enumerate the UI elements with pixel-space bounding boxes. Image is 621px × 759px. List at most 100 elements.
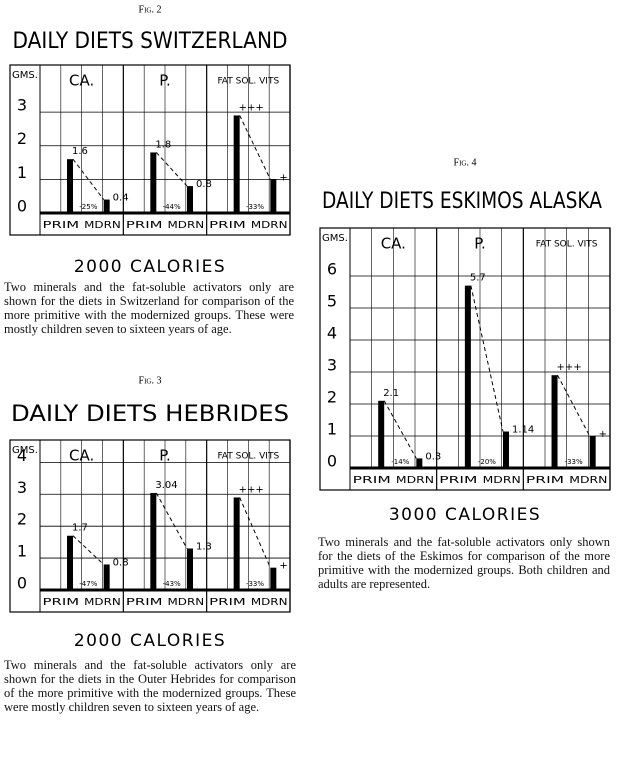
series-label: MDRN [168, 597, 205, 608]
bar [416, 458, 423, 468]
value-label: 0.3 [425, 451, 441, 462]
change-label: -43% [163, 580, 181, 588]
series-label: PRIM [126, 220, 163, 231]
y-tick-label: 0 [17, 574, 27, 593]
y-tick-label: 3 [17, 478, 27, 497]
category-label: P. [474, 235, 485, 253]
bar [503, 431, 509, 468]
trend-line [72, 535, 105, 565]
y-tick-label: 0 [327, 452, 337, 471]
y-axis-label: GMS. [12, 445, 38, 456]
chart-title: DAILY DIETS HEBRIDES [11, 402, 289, 427]
change-label: -33% [246, 580, 264, 588]
value-label: 2.1 [383, 388, 399, 399]
series-label: PRIM [439, 475, 477, 486]
category-label: P. [159, 72, 170, 90]
series-label: MDRN [483, 475, 521, 486]
change-label: -33% [246, 203, 264, 211]
category-label: CA. [69, 72, 94, 90]
chart-title: DAILY DIETS SWITZERLAND [13, 29, 288, 54]
series-label: MDRN [84, 220, 121, 231]
series-label: MDRN [569, 475, 607, 486]
value-label: 0.4 [113, 193, 129, 204]
figure-label: Fig. 3 [139, 375, 162, 386]
category-label: P. [159, 447, 170, 465]
value-label: 1.6 [72, 146, 88, 157]
chart-subtitle: 2000 CALORIES [74, 631, 226, 651]
value-label: 1.7 [72, 523, 88, 534]
bar [270, 179, 277, 213]
series-label: PRIM [126, 597, 163, 608]
change-label: -25% [79, 203, 97, 211]
change-label: -14% [391, 458, 409, 466]
category-label: CA. [69, 447, 94, 465]
value-label: 0.8 [196, 179, 212, 190]
series-label: MDRN [168, 220, 205, 231]
value-label: 0.8 [113, 557, 129, 568]
caption: Two minerals and the fat-soluble activat… [4, 658, 296, 714]
bar [187, 548, 193, 590]
y-tick-label: 4 [17, 446, 27, 465]
trend-line [155, 152, 188, 187]
y-tick-label: 3 [327, 356, 337, 375]
value-label: +++ [239, 484, 264, 495]
chart-title: DAILY DIETS ESKIMOS ALASKA [322, 189, 602, 214]
value-label: + [279, 561, 287, 572]
series-label: MDRN [251, 220, 288, 231]
y-tick-label: 1 [327, 420, 337, 439]
bar [270, 567, 277, 590]
y-tick-label: 2 [17, 129, 27, 148]
series-label: PRIM [526, 475, 564, 486]
bar [150, 152, 157, 213]
figure-label: Fig. 4 [454, 157, 477, 168]
value-label: + [599, 429, 607, 440]
y-axis-label: GMS. [322, 233, 348, 244]
series-label: PRIM [209, 597, 246, 608]
bar [67, 535, 73, 590]
change-label: -33% [565, 458, 583, 466]
caption: Two minerals and the fat-soluble activat… [4, 280, 294, 336]
bar [103, 564, 110, 590]
series-label: PRIM [209, 220, 246, 231]
bar [464, 285, 471, 468]
value-label: 1.3 [196, 542, 212, 553]
change-label: -20% [478, 458, 496, 466]
category-label: FAT SOL. VITS [217, 77, 279, 87]
y-tick-label: 6 [327, 260, 337, 279]
value-label: 3.04 [155, 480, 177, 491]
change-label: -47% [79, 580, 97, 588]
bar [233, 497, 240, 590]
bar [187, 186, 193, 213]
trend-line [155, 492, 188, 549]
bar [150, 492, 157, 590]
series-label: PRIM [353, 475, 391, 486]
series-label: MDRN [251, 597, 288, 608]
value-label: 5.7 [470, 273, 486, 284]
bar [233, 115, 240, 213]
trend-line [557, 374, 591, 437]
chart-subtitle: 2000 CALORIES [74, 257, 226, 277]
series-label: MDRN [396, 475, 434, 486]
value-label: + [279, 172, 287, 183]
figure-label: Fig. 2 [139, 4, 162, 15]
value-label: 1.8 [155, 139, 171, 150]
series-label: PRIM [43, 220, 80, 231]
value-label: +++ [557, 362, 582, 373]
trend-line [72, 158, 105, 200]
y-tick-label: 0 [17, 197, 27, 216]
trend-line [239, 497, 271, 568]
series-label: PRIM [43, 597, 80, 608]
bar [589, 436, 596, 468]
y-tick-label: 1 [17, 163, 27, 182]
y-tick-label: 2 [17, 510, 27, 529]
chart-subtitle: 3000 CALORIES [389, 505, 541, 525]
value-label: +++ [239, 102, 264, 113]
series-label: MDRN [84, 597, 121, 608]
bar [378, 400, 385, 468]
trend-line [470, 285, 504, 432]
y-axis-label: GMS. [12, 70, 38, 81]
y-tick-label: 3 [17, 96, 27, 115]
caption: Two minerals and the fat-soluble activat… [318, 535, 610, 591]
